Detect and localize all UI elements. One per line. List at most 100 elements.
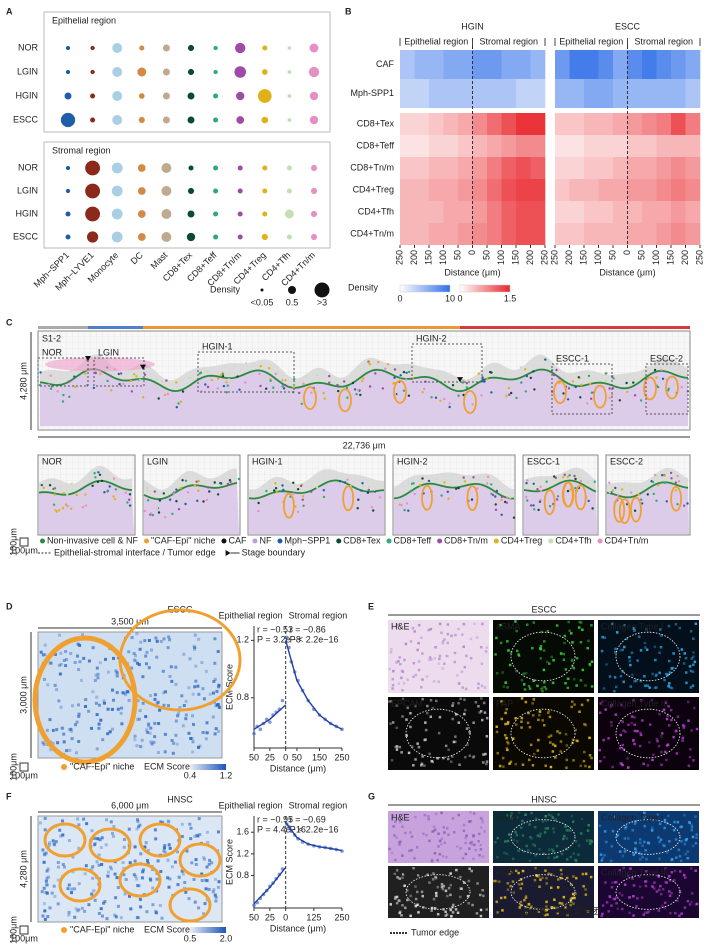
x-tick-label: 100 <box>438 250 448 265</box>
heat-cell <box>671 135 686 157</box>
niche-loop <box>553 380 567 405</box>
stain-speck <box>403 884 406 887</box>
heat-cell <box>685 135 701 157</box>
y-tick-label: 0.8 <box>236 692 249 702</box>
row-label: LGIN <box>17 185 38 195</box>
x-tick-label: 200 <box>564 250 574 265</box>
ecm-speck <box>45 883 49 887</box>
niche-contour <box>32 635 138 765</box>
stain-speck <box>688 755 692 759</box>
ecm-speck <box>115 876 119 880</box>
cell-dot <box>462 476 465 479</box>
stain-speck <box>451 702 455 705</box>
cell-dot <box>677 480 681 483</box>
ecm-speck <box>115 674 119 678</box>
stain-speck <box>467 879 471 883</box>
stain-speck <box>453 651 457 655</box>
cell-dot <box>555 498 559 501</box>
stain-speck <box>600 649 604 653</box>
stain-speck <box>628 656 631 659</box>
stain-speck <box>445 855 448 859</box>
stain-speck <box>638 852 642 856</box>
cell-dot <box>509 496 512 499</box>
ecm-speck <box>172 741 176 745</box>
map <box>37 815 223 923</box>
stain-speck <box>428 656 432 659</box>
legend-label: CD4+Tfh <box>555 535 591 545</box>
stain-speck <box>584 723 588 727</box>
stain-speck <box>508 762 511 765</box>
stain-speck <box>470 840 474 844</box>
legend-stage <box>225 550 231 556</box>
stain-speck <box>523 688 527 691</box>
cell-dot <box>56 502 60 506</box>
panel-label: D <box>6 601 13 611</box>
stain-speck <box>505 852 509 856</box>
dot <box>162 68 170 76</box>
ecm-speck <box>100 863 104 866</box>
stain-speck <box>679 859 683 862</box>
heat-cell <box>443 113 459 135</box>
stain-speck <box>564 668 568 671</box>
stain-speck <box>690 657 694 660</box>
ecm-speck <box>53 894 57 898</box>
cell-dot <box>94 476 97 479</box>
stain-speck <box>663 901 667 905</box>
stain-speck <box>573 896 576 900</box>
cell-dot <box>320 496 324 499</box>
stain-speck <box>437 662 441 665</box>
stain-speck <box>564 825 567 828</box>
heat-cell <box>555 179 570 201</box>
stain-speck <box>485 646 489 649</box>
cell-dot <box>112 477 116 480</box>
cell-dot <box>566 489 570 493</box>
stain-speck <box>687 820 691 824</box>
heat-cell <box>429 113 444 135</box>
stain-speck <box>644 684 647 687</box>
ecm-speck <box>156 859 160 863</box>
stain-speck <box>577 853 580 856</box>
heat-cell <box>555 135 570 157</box>
ecm-speck <box>135 877 139 881</box>
stain-speck <box>531 646 534 650</box>
stain-speck <box>461 686 464 689</box>
stain-speck <box>578 620 581 624</box>
cell-dot <box>361 482 364 485</box>
ecm-speck <box>162 850 166 854</box>
heat-cell <box>400 79 415 108</box>
colorbar-tick: 0.5 <box>184 933 197 943</box>
stain-speck <box>546 913 549 916</box>
scale-label: 100μm <box>8 753 18 781</box>
heat-cell <box>472 79 488 108</box>
cell-dot <box>205 498 209 502</box>
stain-speck <box>608 895 612 899</box>
legend-label: "CAF-Epi" niche <box>70 924 134 934</box>
dot <box>65 211 71 217</box>
stain-speck <box>590 840 594 843</box>
stain-speck <box>669 686 672 689</box>
ecm-speck <box>71 855 75 859</box>
ecm-speck <box>170 679 174 683</box>
ecm-speck <box>150 648 153 652</box>
ecm-speck <box>49 748 53 752</box>
heat-cell <box>472 179 488 201</box>
stain-speck <box>661 732 664 735</box>
stain-speck <box>481 718 484 722</box>
ecm-speck <box>136 699 140 703</box>
ecm-speck <box>204 878 208 882</box>
point <box>258 727 263 732</box>
ecm-speck <box>94 673 98 677</box>
legend-label: Tumor edge <box>411 927 459 937</box>
stain-speck <box>619 762 622 765</box>
stain-speck <box>672 735 675 739</box>
stain-speck <box>462 645 465 648</box>
stain-speck <box>658 857 661 861</box>
ecm-speck <box>144 654 148 658</box>
row-label: CD4+Tn/m <box>350 228 394 238</box>
stain-speck <box>478 711 481 714</box>
cell-dot <box>110 389 113 392</box>
cell-dot <box>322 489 325 492</box>
stain-speck <box>565 876 569 880</box>
ecm-speck <box>44 879 48 883</box>
stain-speck <box>485 760 489 763</box>
